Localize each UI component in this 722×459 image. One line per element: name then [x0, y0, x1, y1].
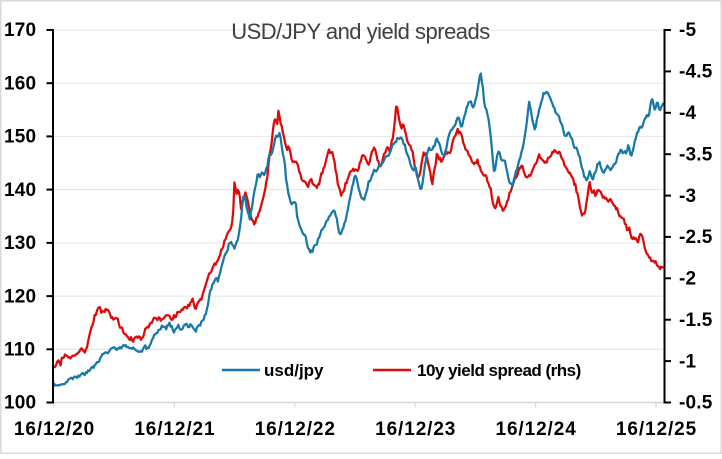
svg-text:-4.5: -4.5: [679, 62, 713, 83]
svg-text:16/12/20: 16/12/20: [14, 419, 95, 440]
svg-text:110: 110: [4, 340, 35, 361]
svg-text:150: 150: [4, 127, 36, 148]
svg-text:170: 170: [4, 20, 36, 41]
svg-text:16/12/25: 16/12/25: [616, 419, 697, 440]
svg-text:-0.5: -0.5: [679, 393, 713, 414]
svg-text:-2.5: -2.5: [679, 227, 713, 248]
svg-text:-5: -5: [679, 20, 697, 41]
svg-text:-1.5: -1.5: [679, 310, 713, 331]
svg-text:-1: -1: [679, 351, 697, 372]
svg-text:130: 130: [4, 233, 36, 254]
svg-text:140: 140: [4, 180, 36, 201]
svg-text:160: 160: [4, 73, 36, 94]
svg-text:-4: -4: [679, 103, 697, 124]
svg-text:-3: -3: [679, 186, 696, 207]
svg-text:10y yield spread (rhs): 10y yield spread (rhs): [417, 361, 581, 380]
svg-text:100: 100: [4, 393, 36, 414]
svg-text:16/12/23: 16/12/23: [375, 419, 456, 440]
svg-text:16/12/21: 16/12/21: [134, 419, 215, 440]
svg-text:usd/jpy: usd/jpy: [264, 361, 324, 380]
svg-text:120: 120: [4, 286, 36, 307]
svg-text:16/12/22: 16/12/22: [255, 419, 336, 440]
svg-text:USD/JPY and yield spreads: USD/JPY and yield spreads: [231, 19, 490, 44]
svg-text:-3.5: -3.5: [679, 144, 713, 165]
svg-text:16/12/24: 16/12/24: [496, 419, 577, 440]
svg-text:-2: -2: [679, 269, 696, 290]
